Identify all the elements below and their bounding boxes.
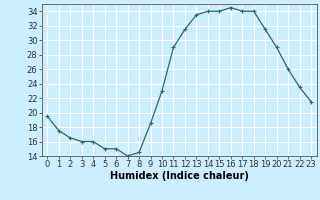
X-axis label: Humidex (Indice chaleur): Humidex (Indice chaleur)	[110, 171, 249, 181]
